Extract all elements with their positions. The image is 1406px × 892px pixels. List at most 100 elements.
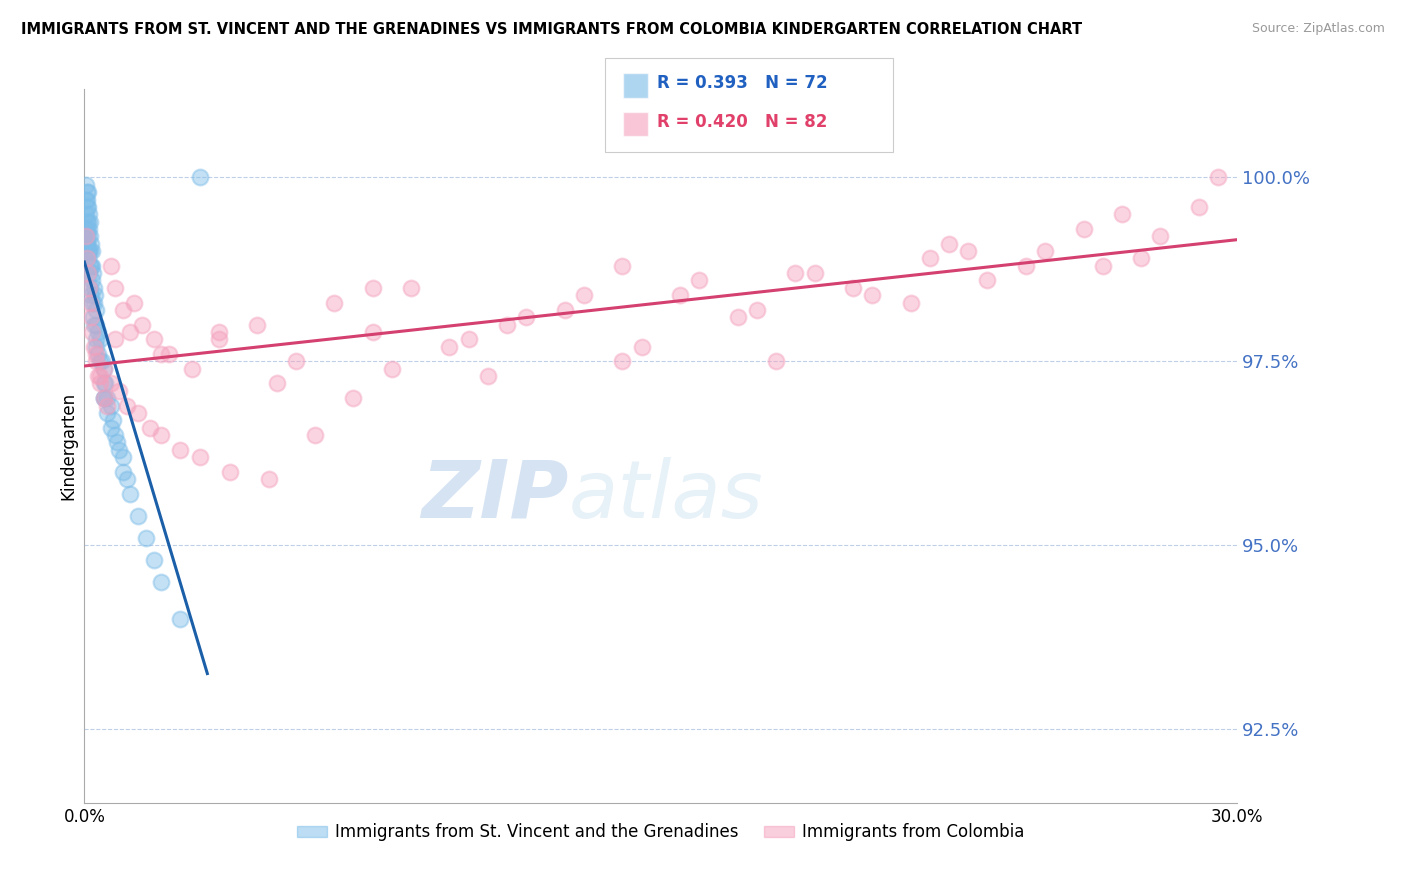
Legend: Immigrants from St. Vincent and the Grenadines, Immigrants from Colombia: Immigrants from St. Vincent and the Gren…	[291, 817, 1031, 848]
Point	[1015, 259, 1038, 273]
Point	[496, 318, 519, 332]
Point	[83, 318, 105, 332]
Point	[96, 399, 118, 413]
Point	[169, 442, 191, 457]
Point	[381, 361, 404, 376]
Point	[87, 325, 110, 339]
Point	[76, 252, 98, 266]
Text: atlas: atlas	[568, 457, 763, 535]
Point	[765, 354, 787, 368]
Point	[77, 185, 100, 199]
Point	[77, 214, 100, 228]
Y-axis label: Kindergarten: Kindergarten	[59, 392, 77, 500]
Point	[90, 354, 112, 368]
Point	[76, 185, 98, 199]
Point	[361, 325, 384, 339]
Point	[785, 266, 807, 280]
Point	[100, 420, 122, 434]
Point	[93, 361, 115, 376]
Point	[612, 354, 634, 368]
Point	[257, 472, 280, 486]
Point	[83, 340, 105, 354]
Point	[745, 302, 768, 317]
Point	[918, 252, 941, 266]
Point	[669, 288, 692, 302]
Point	[77, 281, 100, 295]
Point	[79, 244, 101, 258]
Point	[83, 281, 105, 295]
Point	[976, 273, 998, 287]
Point	[127, 508, 149, 523]
Point	[84, 302, 107, 317]
Point	[104, 281, 127, 295]
Point	[84, 318, 107, 332]
Point	[96, 391, 118, 405]
Point	[76, 236, 98, 251]
Point	[842, 281, 865, 295]
Point	[76, 236, 98, 251]
Point	[1149, 229, 1171, 244]
Point	[82, 266, 104, 280]
Point	[342, 391, 364, 405]
Point	[79, 259, 101, 273]
Point	[80, 310, 103, 325]
Point	[84, 288, 107, 302]
Point	[127, 406, 149, 420]
Point	[150, 575, 173, 590]
Point	[77, 222, 100, 236]
Point	[135, 531, 157, 545]
Point	[284, 354, 307, 368]
Point	[75, 222, 97, 236]
Point	[79, 295, 101, 310]
Point	[76, 214, 98, 228]
Text: R = 0.393   N = 72: R = 0.393 N = 72	[657, 74, 827, 92]
Point	[77, 266, 100, 280]
Point	[77, 200, 100, 214]
Point	[77, 207, 100, 221]
Point	[138, 420, 160, 434]
Point	[75, 193, 97, 207]
Point	[93, 376, 115, 391]
Point	[103, 413, 124, 427]
Point	[80, 244, 103, 258]
Text: R = 0.420   N = 82: R = 0.420 N = 82	[657, 113, 827, 131]
Point	[688, 273, 710, 287]
Point	[108, 384, 131, 398]
Point	[111, 450, 134, 464]
Point	[957, 244, 980, 258]
Point	[612, 259, 634, 273]
Point	[84, 332, 107, 346]
Point	[76, 200, 98, 214]
Point	[477, 369, 499, 384]
Point	[80, 259, 103, 273]
Point	[100, 376, 122, 391]
Point	[87, 369, 110, 384]
Point	[439, 340, 461, 354]
Point	[1091, 259, 1114, 273]
Point	[142, 553, 165, 567]
Point	[630, 340, 652, 354]
Point	[105, 435, 128, 450]
Point	[80, 295, 103, 310]
Point	[727, 310, 749, 325]
Point	[304, 428, 326, 442]
Point	[75, 178, 97, 192]
Point	[93, 361, 115, 376]
Point	[75, 229, 97, 244]
Point	[104, 428, 127, 442]
Point	[554, 302, 576, 317]
Point	[100, 399, 122, 413]
Point	[93, 391, 115, 405]
Point	[323, 295, 346, 310]
Text: Source: ZipAtlas.com: Source: ZipAtlas.com	[1251, 22, 1385, 36]
Point	[76, 193, 98, 207]
Point	[572, 288, 595, 302]
Point	[938, 236, 960, 251]
Point	[75, 207, 97, 221]
Point	[169, 612, 191, 626]
Point	[115, 472, 138, 486]
Point	[208, 325, 231, 339]
Point	[80, 259, 103, 273]
Point	[82, 310, 104, 325]
Point	[1073, 222, 1095, 236]
